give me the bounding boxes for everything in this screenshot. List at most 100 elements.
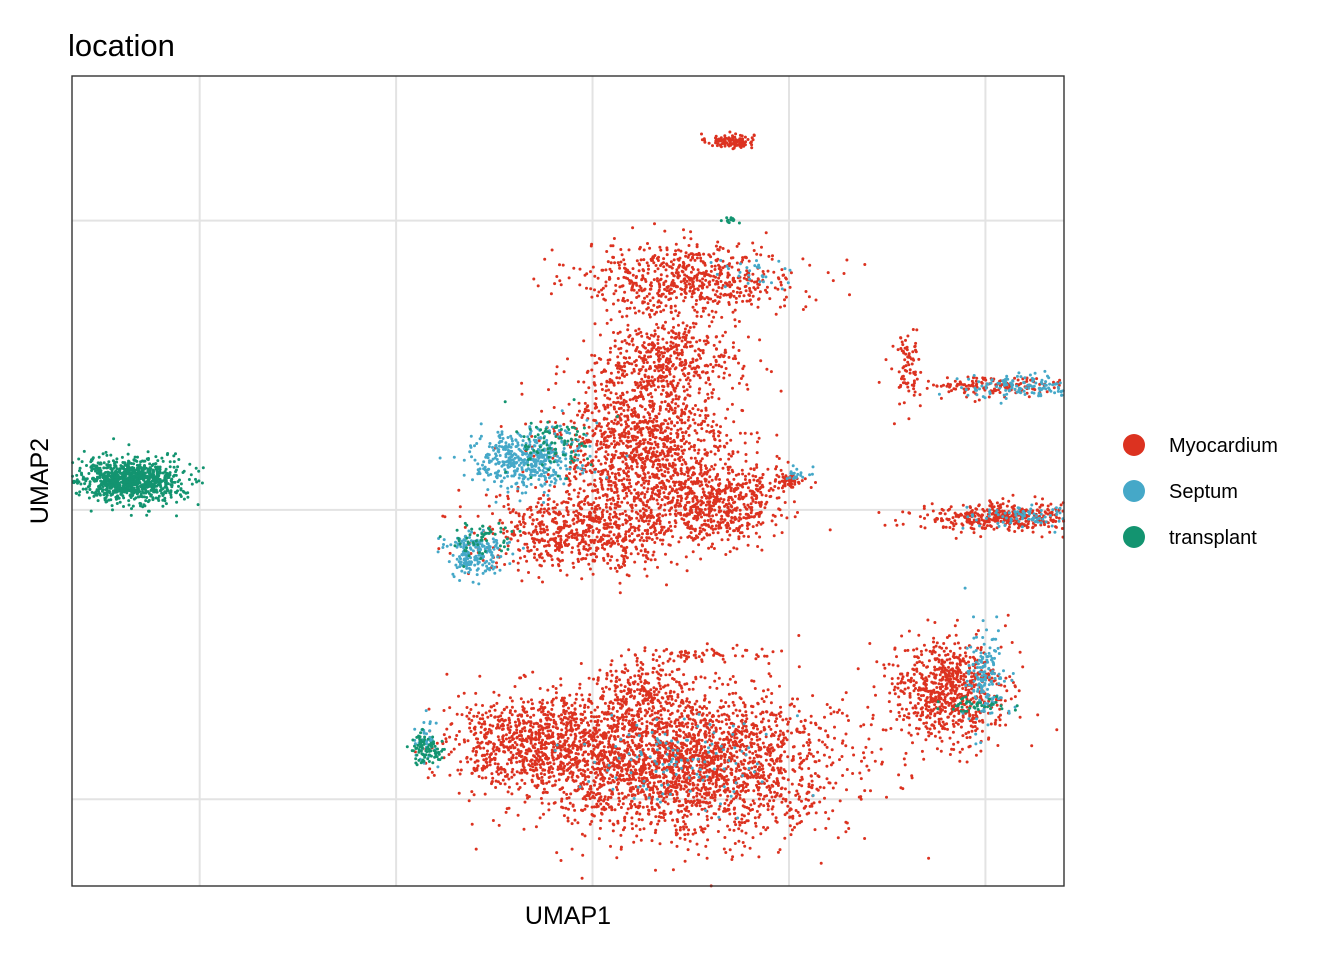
scatter-point	[710, 320, 714, 324]
scatter-point	[589, 270, 592, 274]
scatter-point	[710, 545, 713, 549]
scatter-point	[657, 289, 661, 293]
scatter-point	[728, 373, 732, 377]
scatter-point	[737, 827, 741, 831]
scatter-point	[754, 531, 758, 535]
scatter-point	[759, 359, 763, 363]
scatter-point	[863, 263, 867, 266]
scatter-point	[636, 386, 640, 389]
scatter-point	[651, 402, 655, 406]
scatter-point	[751, 525, 755, 529]
scatter-point	[677, 258, 681, 262]
scatter-point	[686, 526, 690, 530]
scatter-point	[687, 441, 691, 445]
scatter-point	[800, 784, 804, 788]
scatter-point	[514, 511, 518, 515]
scatter-point	[606, 405, 610, 409]
scatter-point	[710, 264, 714, 268]
scatter-point	[619, 248, 623, 251]
scatter-point	[572, 565, 576, 569]
scatter-point	[595, 507, 599, 511]
scatter-point	[688, 378, 692, 382]
scatter-point	[627, 271, 631, 275]
scatter-point	[799, 756, 802, 760]
scatter-point	[669, 476, 673, 480]
scatter-point	[572, 488, 576, 492]
scatter-point	[602, 523, 606, 526]
scatter-point	[506, 544, 510, 548]
scatter-point	[683, 330, 687, 334]
scatter-point	[699, 439, 703, 443]
scatter-point	[651, 454, 655, 458]
scatter-point	[599, 462, 603, 466]
scatter-point	[739, 291, 743, 294]
scatter-point	[609, 346, 612, 350]
scatter-point	[658, 519, 662, 523]
scatter-point	[731, 310, 735, 314]
scatter-point	[644, 519, 648, 523]
scatter-point	[548, 538, 552, 542]
scatter-point	[725, 526, 729, 530]
scatter-point	[616, 366, 619, 370]
scatter-point	[521, 515, 525, 519]
scatter-point	[714, 310, 718, 314]
scatter-point	[646, 335, 650, 339]
scatter-point	[595, 405, 599, 409]
scatter-point	[704, 416, 708, 420]
scatter-point	[818, 785, 822, 789]
scatter-point	[550, 248, 554, 252]
scatter-point	[612, 400, 616, 404]
scatter-point	[581, 535, 584, 538]
scatter-point	[543, 507, 546, 511]
scatter-point	[718, 245, 722, 249]
scatter-point	[635, 547, 639, 551]
scatter-point	[721, 266, 725, 270]
scatter-point	[704, 414, 708, 417]
scatter-point	[707, 281, 711, 284]
scatter-point	[630, 540, 634, 544]
scatter-point	[680, 269, 684, 273]
scatter-point	[610, 525, 614, 529]
scatter-point	[755, 523, 759, 527]
scatter-point	[710, 309, 714, 313]
scatter-point	[660, 528, 664, 532]
scatter-point	[646, 522, 650, 526]
scatter-point	[690, 292, 694, 296]
scatter-point	[554, 381, 558, 385]
scatter-point	[621, 372, 625, 376]
scatter-point	[693, 456, 697, 460]
scatter-point	[594, 555, 598, 559]
scatter-point	[680, 421, 684, 425]
scatter-point	[616, 261, 620, 265]
scatter-point	[786, 460, 790, 464]
scatter-point	[715, 347, 718, 351]
scatter-point	[683, 338, 687, 342]
scatter-point	[680, 463, 684, 466]
scatter-point	[674, 242, 678, 246]
scatter-point	[735, 261, 739, 265]
scatter-point	[688, 364, 691, 368]
scatter-point	[588, 517, 591, 521]
scatter-point	[717, 263, 720, 267]
scatter-point	[595, 424, 599, 428]
scatter-point	[658, 522, 662, 526]
scatter-point	[609, 261, 613, 265]
scatter-point	[793, 515, 797, 519]
scatter-point	[700, 495, 704, 499]
scatter-point	[606, 453, 610, 457]
scatter-point	[654, 459, 657, 463]
scatter-point	[768, 495, 772, 499]
scatter-point	[666, 497, 670, 500]
scatter-point	[673, 444, 677, 448]
scatter-point	[714, 747, 718, 751]
scatter-point	[649, 514, 653, 518]
scatter-point	[668, 509, 671, 513]
scatter-point	[607, 483, 611, 487]
scatter-point	[540, 503, 544, 507]
scatter-point	[619, 351, 623, 355]
scatter-point	[685, 324, 689, 328]
scatter-point	[648, 458, 652, 462]
scatter-point	[699, 315, 703, 318]
scatter-point	[700, 828, 704, 832]
scatter-point	[702, 252, 706, 256]
